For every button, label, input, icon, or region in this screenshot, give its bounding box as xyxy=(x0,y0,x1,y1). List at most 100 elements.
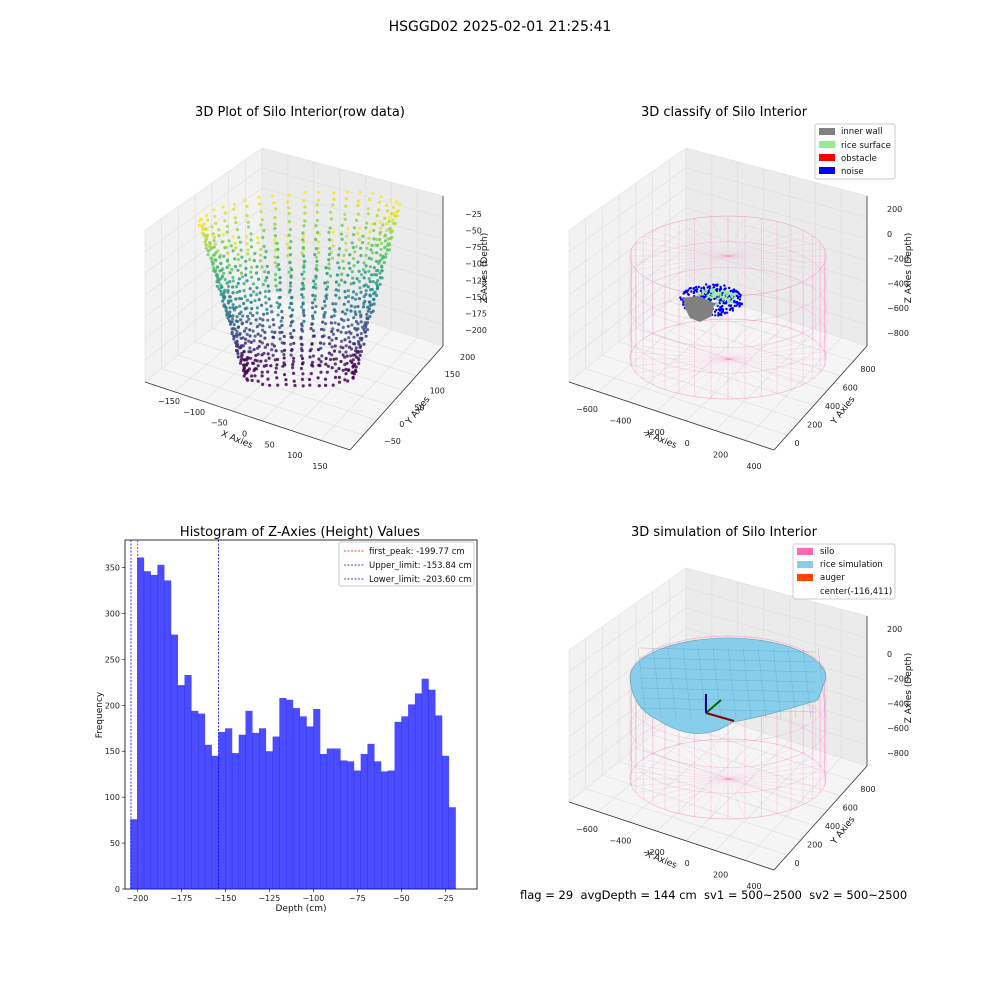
surface-mesh-line xyxy=(639,697,817,703)
grid-line xyxy=(261,167,444,218)
scan-point xyxy=(330,345,334,349)
scan-point xyxy=(261,235,265,240)
scan-point xyxy=(275,241,279,245)
silo-floor-spoke xyxy=(710,358,729,399)
scan-point xyxy=(359,320,363,324)
grid-line xyxy=(715,749,816,851)
scan-point xyxy=(256,332,260,336)
scan-point xyxy=(385,248,389,252)
raw-plot-title: 3D Plot of Silo Interior(row data) xyxy=(195,105,405,120)
scan-point xyxy=(339,359,343,364)
rice-surface-body xyxy=(629,637,827,734)
scan-point xyxy=(356,260,360,264)
scan-point xyxy=(354,244,358,249)
scan-point xyxy=(363,299,367,304)
scan-point xyxy=(251,361,255,365)
y-tick-label: 100 xyxy=(430,387,445,396)
scan-point xyxy=(245,332,249,336)
scan-point xyxy=(353,342,357,346)
scan-point xyxy=(389,236,393,240)
scan-point xyxy=(234,246,238,250)
y-tick-label: 50 xyxy=(110,839,120,848)
z-tick-label: 200 xyxy=(887,625,902,634)
histogram-bar xyxy=(191,710,199,889)
grid-line xyxy=(144,167,263,252)
scan-point xyxy=(237,235,241,239)
silo-floor-spoke xyxy=(678,744,729,780)
scan-point xyxy=(374,281,378,285)
scan-point xyxy=(343,312,347,316)
scan-point xyxy=(254,353,258,358)
y-tick-label: 0 xyxy=(115,885,120,894)
scan-point xyxy=(217,234,221,238)
histogram-bar xyxy=(252,732,260,889)
noise-point xyxy=(721,304,724,308)
scan-point xyxy=(386,209,390,213)
grid-line xyxy=(652,734,841,796)
scan-point xyxy=(370,257,374,261)
scan-point xyxy=(369,273,374,277)
scan-point xyxy=(213,214,217,219)
grid-line xyxy=(685,320,790,422)
scan-point xyxy=(334,288,338,292)
scan-point xyxy=(276,247,280,251)
z-tick-label: −800 xyxy=(887,329,909,338)
scan-point xyxy=(264,301,268,305)
scan-point xyxy=(223,295,227,299)
scan-point xyxy=(287,270,291,274)
scan-point xyxy=(308,383,312,387)
y-tick-label: 600 xyxy=(843,804,858,813)
scan-point xyxy=(342,319,346,323)
scan-point xyxy=(263,345,267,349)
scan-point xyxy=(378,231,382,235)
scan-point xyxy=(303,205,307,209)
x-tick-label: −150 xyxy=(214,894,236,903)
scan-point xyxy=(356,340,361,344)
scan-point xyxy=(260,341,264,345)
scan-point xyxy=(334,293,338,297)
noise-point xyxy=(707,291,710,294)
scan-point xyxy=(322,299,327,303)
scan-point xyxy=(343,212,347,216)
scan-point xyxy=(310,342,314,346)
scan-point xyxy=(243,294,247,298)
scan-point xyxy=(289,314,293,318)
scan-point xyxy=(273,234,277,238)
scan-point xyxy=(220,285,224,289)
x-tick-label: −200 xyxy=(643,848,665,857)
scan-point xyxy=(271,353,275,357)
rice-surface-point xyxy=(714,295,717,299)
scan-point xyxy=(314,286,318,290)
scan-point xyxy=(356,304,360,309)
grid-line xyxy=(144,247,263,339)
silo-floor-spoke xyxy=(727,358,821,373)
histogram-bar xyxy=(347,761,355,889)
scan-point xyxy=(332,314,336,318)
scan-point xyxy=(214,251,218,255)
scan-point xyxy=(330,238,334,242)
scan-point xyxy=(237,312,242,316)
scan-point xyxy=(334,369,338,373)
scan-point xyxy=(258,323,262,327)
scan-point xyxy=(228,322,233,326)
rice-surface-point xyxy=(711,291,714,294)
raw-x-ticks: −150−100 −50 0 50 100 150 xyxy=(158,397,328,471)
simulation-z-axis-label: Z Axies (Depth) xyxy=(904,653,914,724)
scan-point xyxy=(344,344,348,348)
scan-point xyxy=(259,223,263,227)
rice-surface-point xyxy=(701,292,704,296)
scan-point xyxy=(340,223,344,227)
noise-point xyxy=(734,289,738,292)
scan-point xyxy=(236,351,240,356)
scan-point xyxy=(289,274,293,278)
x-tick-label: −125 xyxy=(258,894,280,903)
scan-point xyxy=(245,234,249,239)
scan-point xyxy=(311,334,315,338)
scan-point xyxy=(227,239,231,243)
scan-point xyxy=(314,247,318,251)
silo-top-spoke xyxy=(727,242,821,257)
scan-point xyxy=(371,280,375,284)
scan-point xyxy=(224,306,228,310)
scan-point xyxy=(266,318,270,322)
scan-point xyxy=(379,195,383,199)
